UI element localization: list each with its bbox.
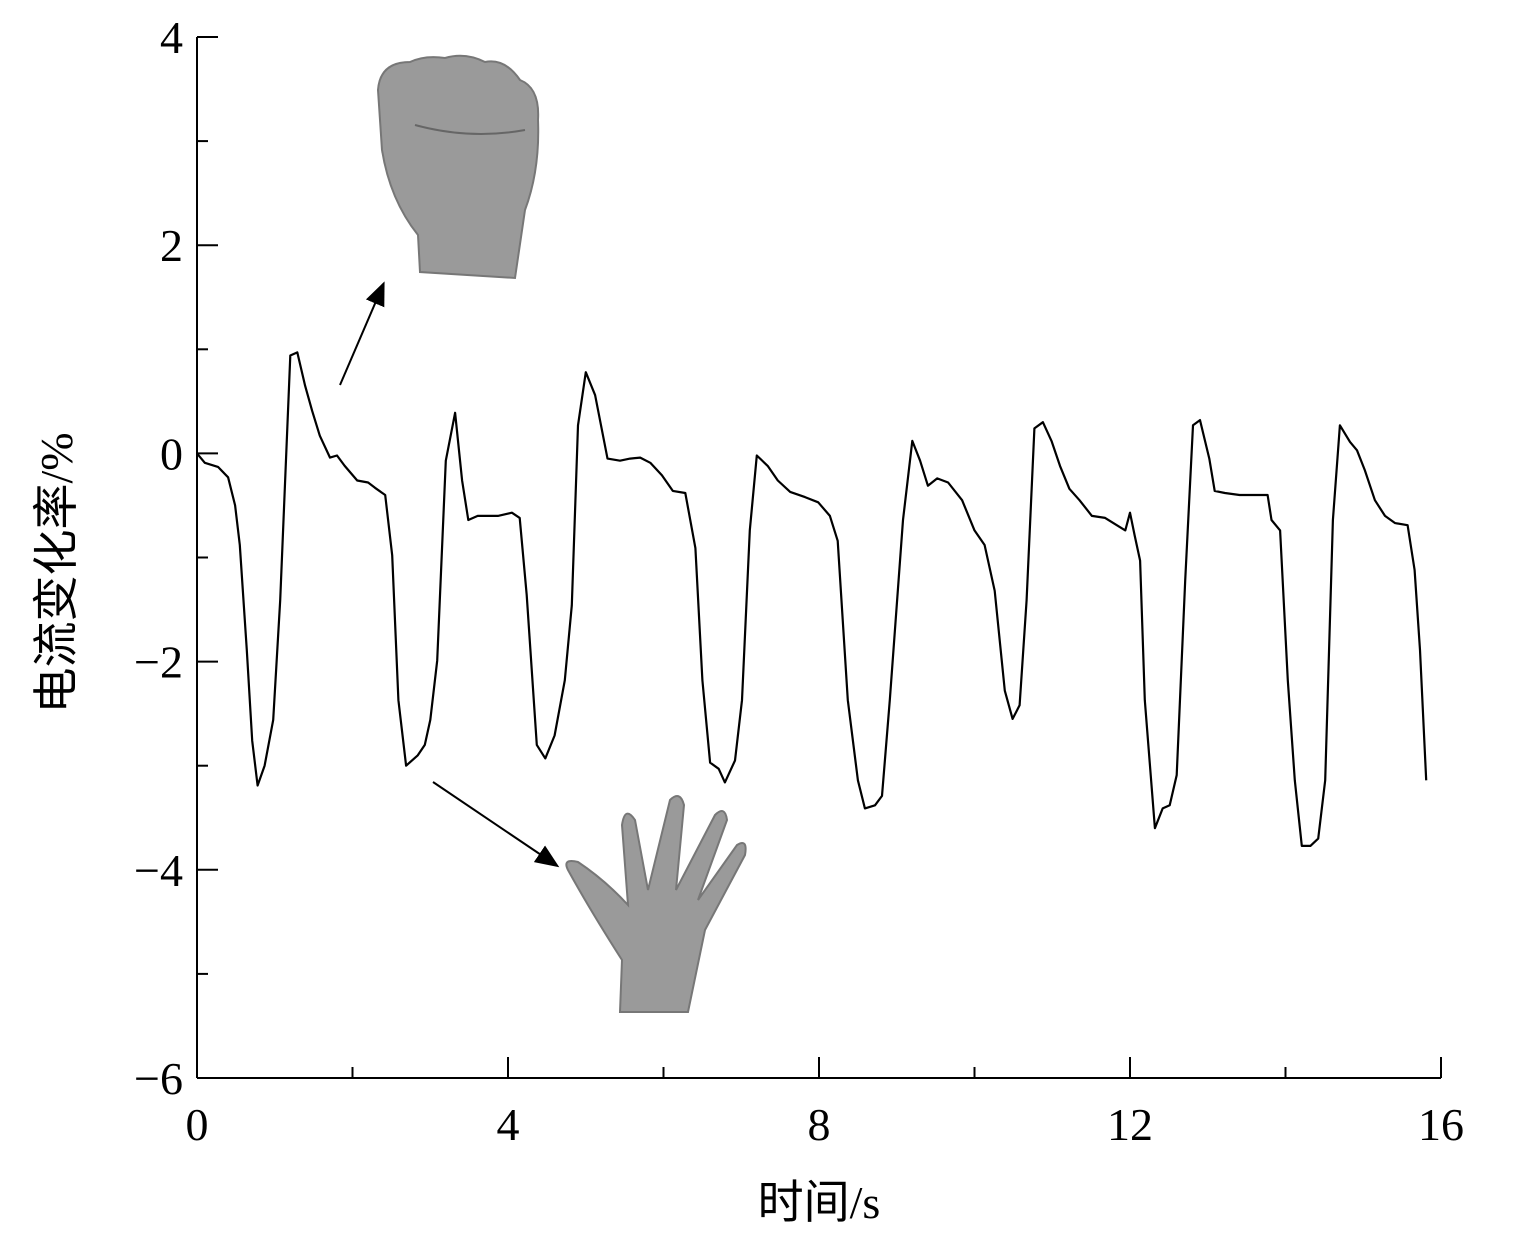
- y-axis-label: 电流变化率/%: [31, 432, 82, 713]
- x-tick-label: 0: [186, 1099, 209, 1150]
- x-tick-label: 16: [1418, 1099, 1464, 1150]
- y-tick-label: −4: [134, 845, 183, 896]
- fist-image: [376, 54, 540, 280]
- x-tick-label: 8: [808, 1099, 831, 1150]
- y-tick-label: 4: [160, 12, 183, 63]
- line: [196, 351, 1428, 847]
- y-tick-label: 2: [160, 220, 183, 271]
- x-tick-label: 4: [497, 1099, 520, 1150]
- y-tick-label: −6: [134, 1053, 183, 1104]
- arrow: [339, 281, 385, 386]
- arrow: [432, 781, 560, 868]
- y-tick-label: 0: [160, 428, 183, 479]
- x-tick-label: 12: [1107, 1099, 1153, 1150]
- open-hand-image: [565, 795, 747, 1013]
- y-tick-label: −2: [134, 637, 183, 688]
- x-axis-label: 时间/s: [758, 1177, 881, 1228]
